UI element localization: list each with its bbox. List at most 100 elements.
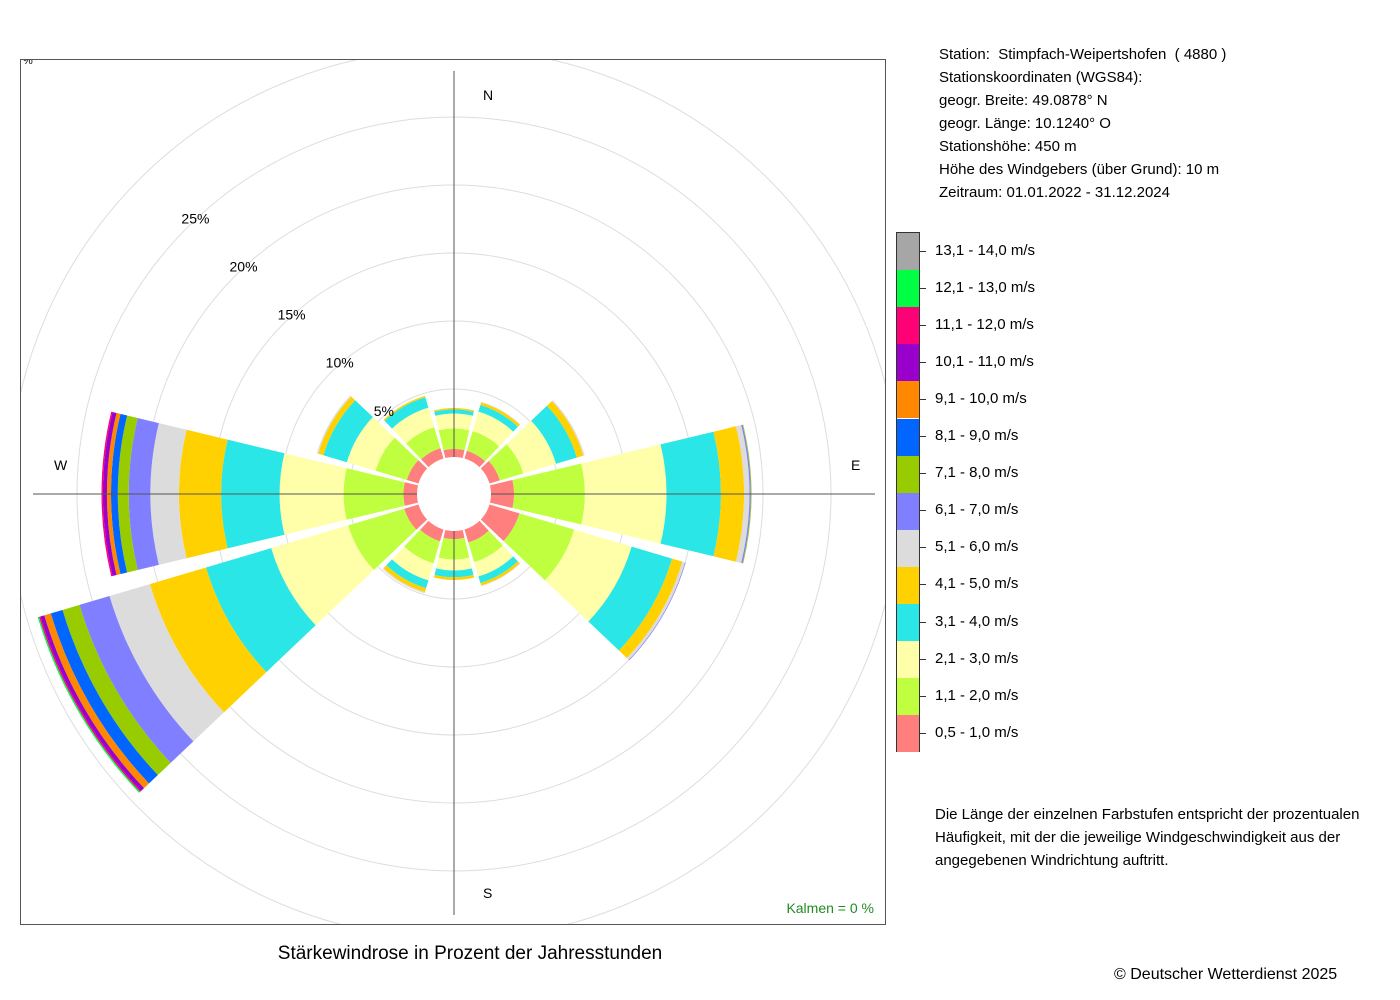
sector-120-class-5 bbox=[618, 558, 683, 659]
sector-60-class-2 bbox=[488, 444, 524, 481]
sector-0-class-5 bbox=[433, 408, 475, 412]
sector-210-class-3 bbox=[392, 546, 434, 581]
ring-label-10: 10% bbox=[326, 355, 354, 371]
sector-300-class-3 bbox=[346, 417, 395, 471]
sector-240-class-3 bbox=[271, 525, 374, 626]
chart-title: Stärkewindrose in Prozent der Jahresstun… bbox=[277, 943, 663, 964]
legend-label: 5,1 - 6,0 m/s bbox=[935, 538, 1019, 556]
sector-330-class-3 bbox=[392, 407, 435, 444]
legend-swatch bbox=[897, 270, 919, 308]
legend-swatch bbox=[897, 492, 919, 530]
copyright-notice: © Deutscher Wetterdienst 2025 bbox=[1114, 966, 1338, 983]
legend-label: 10,1 - 11,0 m/s bbox=[935, 352, 1034, 370]
direction-label-e: E bbox=[851, 457, 860, 473]
sector-240-class-8 bbox=[62, 604, 171, 776]
legend-swatch bbox=[897, 715, 919, 753]
sector-240-class-6 bbox=[109, 584, 224, 742]
sector-30-class-5 bbox=[480, 402, 520, 427]
sector-300-class-2 bbox=[375, 437, 419, 481]
sector-240-class-2 bbox=[348, 508, 417, 571]
sector-120-class-2 bbox=[503, 513, 575, 581]
sector-150-class-5 bbox=[480, 561, 520, 586]
legend-tick bbox=[920, 658, 926, 660]
legend-tick bbox=[920, 324, 926, 326]
sector-90-class-6 bbox=[735, 425, 750, 563]
sector-240-class-9 bbox=[50, 609, 158, 784]
axis-lines bbox=[33, 71, 875, 915]
calm-label: Kalmen = 0 % bbox=[786, 900, 874, 916]
legend-tick bbox=[920, 510, 926, 512]
sector-240-class-5 bbox=[149, 567, 267, 713]
sector-210-class-1 bbox=[420, 520, 444, 542]
legend-swatch bbox=[897, 529, 919, 567]
legend-label: 13,1 - 14,0 m/s bbox=[935, 241, 1036, 259]
legend-swatch bbox=[897, 678, 919, 716]
sector-120-class-3 bbox=[544, 529, 632, 622]
sector-150-class-1 bbox=[464, 520, 489, 543]
sector-300-class-5 bbox=[318, 396, 356, 456]
latitude: geogr. Breite: 49.0878° N bbox=[939, 92, 1108, 109]
longitude: geogr. Länge: 10.1240° O bbox=[939, 115, 1111, 132]
percent-mark: % bbox=[23, 60, 33, 67]
axis-labels: N E S W 5% 10% 15% 20% 25%% Kalmen = 0 % bbox=[23, 60, 874, 916]
legend-tick bbox=[920, 361, 926, 363]
legend-label: 2,1 - 3,0 m/s bbox=[935, 649, 1019, 667]
legend-swatch bbox=[897, 418, 919, 456]
legend-tick bbox=[920, 621, 926, 623]
legend-swatch bbox=[897, 604, 919, 641]
sector-60-class-4 bbox=[531, 405, 577, 464]
sector-150-class-3 bbox=[474, 545, 514, 577]
legend-label: 3,1 - 4,0 m/s bbox=[935, 612, 1019, 630]
station-name: Station: Stimpfach-Weipertshofen ( 4880 … bbox=[939, 46, 1227, 63]
sector-330-class-1 bbox=[421, 448, 444, 468]
legend-tick bbox=[920, 250, 926, 252]
legend-tick bbox=[920, 547, 926, 549]
legend-swatch bbox=[897, 307, 919, 345]
sector-210-class-5 bbox=[383, 565, 427, 593]
sector-60-class-5 bbox=[546, 401, 584, 458]
sector-90-class-8 bbox=[742, 424, 752, 564]
legend-swatch bbox=[897, 641, 919, 679]
ring-label-25: 25% bbox=[181, 210, 209, 226]
legend-swatch bbox=[897, 381, 919, 419]
sector-150-class-4 bbox=[478, 556, 518, 583]
direction-label-n: N bbox=[483, 87, 493, 103]
legend-swatch bbox=[897, 566, 919, 604]
sector-240-class-7 bbox=[79, 596, 194, 763]
legend-tick bbox=[920, 732, 926, 734]
sector-210-class-4 bbox=[386, 559, 429, 589]
sector-240-class-4 bbox=[205, 548, 316, 673]
sector-300-class-1 bbox=[406, 460, 428, 484]
sector-210-class-6 bbox=[382, 568, 425, 594]
sector-270-class-10 bbox=[106, 412, 121, 576]
legend-tick bbox=[920, 695, 926, 697]
legend-label: 4,1 - 5,0 m/s bbox=[935, 575, 1019, 593]
legend-swatch bbox=[897, 455, 919, 493]
sector-330-class-5 bbox=[383, 395, 426, 421]
sector-150-class-2 bbox=[468, 530, 503, 563]
explanation-text: Die Länge der einzelnen Farbstufen entsp… bbox=[935, 806, 1360, 869]
wind-rose-chart: N E S W 5% 10% 15% 20% 25%% Kalmen = 0 % bbox=[21, 60, 885, 924]
legend-tick bbox=[920, 287, 926, 289]
sector-270-class-9 bbox=[110, 413, 128, 575]
legend-label: 7,1 - 8,0 m/s bbox=[935, 464, 1019, 482]
time-period: Zeitraum: 01.01.2022 - 31.12.2024 bbox=[939, 184, 1170, 201]
legend-tick bbox=[920, 436, 926, 438]
sector-240-class-1 bbox=[404, 504, 428, 530]
sector-30-class-1 bbox=[464, 450, 486, 468]
speed-legend-bar bbox=[896, 232, 920, 753]
ring-label-5: 5% bbox=[374, 403, 394, 419]
wind-rose-panel: N E S W 5% 10% 15% 20% 25%% Kalmen = 0 % bbox=[20, 59, 886, 925]
legend-label: 8,1 - 9,0 m/s bbox=[935, 427, 1019, 445]
legend-tick bbox=[920, 398, 926, 400]
sector-30-class-2 bbox=[466, 431, 500, 462]
sector-300-class-4 bbox=[323, 400, 373, 463]
sector-270-class-11 bbox=[102, 412, 117, 576]
legend-label: 12,1 - 13,0 m/s bbox=[935, 278, 1036, 296]
sector-210-class-2 bbox=[404, 529, 441, 564]
sensor-height: Höhe des Windgebers (über Grund): 10 m bbox=[939, 161, 1220, 178]
sector-60-class-1 bbox=[480, 461, 500, 484]
legend-swatch bbox=[897, 233, 919, 270]
ring-label-20: 20% bbox=[230, 259, 258, 275]
sector-240-class-10 bbox=[44, 613, 149, 789]
